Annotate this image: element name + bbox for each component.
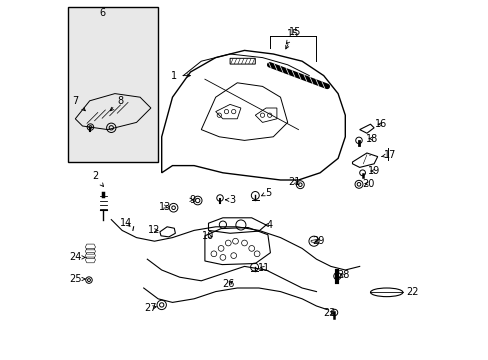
Text: 28: 28 — [337, 270, 349, 280]
Text: 13: 13 — [159, 202, 171, 212]
Text: 24: 24 — [69, 252, 85, 262]
Text: 18: 18 — [366, 134, 378, 144]
Text: 25: 25 — [69, 274, 85, 284]
Text: 11: 11 — [258, 263, 270, 273]
Text: 26: 26 — [222, 279, 234, 289]
Text: 4: 4 — [264, 220, 272, 230]
Text: 19: 19 — [367, 166, 380, 176]
Text: 5: 5 — [261, 188, 270, 198]
Text: 23: 23 — [322, 308, 335, 318]
Text: 17: 17 — [381, 150, 396, 160]
Text: 29: 29 — [311, 236, 324, 246]
Text: 15: 15 — [286, 27, 301, 44]
Text: 20: 20 — [362, 179, 374, 189]
Text: 14: 14 — [120, 218, 132, 228]
Text: 3: 3 — [225, 195, 234, 205]
FancyBboxPatch shape — [230, 58, 255, 64]
Text: 1: 1 — [171, 71, 190, 81]
Text: 6: 6 — [99, 8, 105, 18]
Text: 21: 21 — [288, 177, 301, 187]
Text: 12: 12 — [147, 225, 160, 235]
Text: 7: 7 — [72, 96, 85, 111]
Text: 8: 8 — [110, 96, 123, 111]
Text: 22: 22 — [406, 287, 418, 297]
Text: 27: 27 — [144, 303, 157, 313]
Bar — [68, 7, 158, 162]
Text: 10: 10 — [202, 231, 214, 241]
Text: 15: 15 — [285, 29, 299, 49]
Text: 2: 2 — [92, 171, 103, 186]
Text: 16: 16 — [374, 119, 386, 129]
Text: 9: 9 — [189, 195, 195, 205]
